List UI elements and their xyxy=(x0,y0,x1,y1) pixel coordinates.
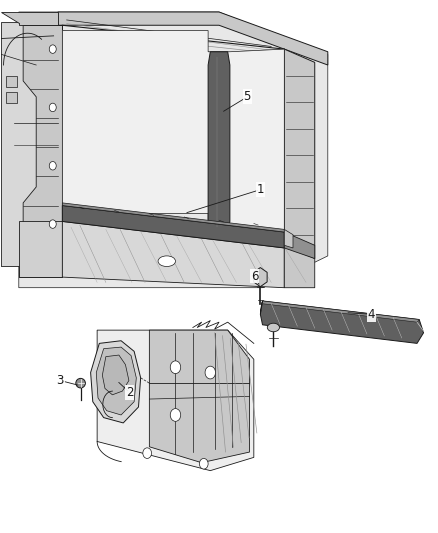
Text: 4: 4 xyxy=(367,308,375,321)
Polygon shape xyxy=(284,232,315,259)
Polygon shape xyxy=(62,221,284,288)
Polygon shape xyxy=(97,330,254,471)
Polygon shape xyxy=(58,12,328,65)
Polygon shape xyxy=(62,206,284,248)
Polygon shape xyxy=(19,25,62,277)
Polygon shape xyxy=(19,221,62,277)
Text: 1: 1 xyxy=(257,183,264,196)
Text: 6: 6 xyxy=(251,270,258,282)
Text: 3: 3 xyxy=(57,374,64,387)
Polygon shape xyxy=(149,330,250,463)
Circle shape xyxy=(49,161,56,170)
Circle shape xyxy=(49,45,56,53)
Polygon shape xyxy=(1,12,58,25)
Ellipse shape xyxy=(76,378,85,388)
Text: 2: 2 xyxy=(126,386,134,399)
Bar xyxy=(6,76,17,87)
Ellipse shape xyxy=(267,323,279,332)
Circle shape xyxy=(205,366,215,379)
Polygon shape xyxy=(62,30,284,245)
Circle shape xyxy=(170,409,181,421)
Ellipse shape xyxy=(158,256,176,266)
Polygon shape xyxy=(208,52,230,232)
Polygon shape xyxy=(254,268,267,287)
Polygon shape xyxy=(91,341,141,423)
Polygon shape xyxy=(284,49,315,259)
Polygon shape xyxy=(260,301,424,343)
Polygon shape xyxy=(261,301,419,322)
Polygon shape xyxy=(260,301,262,314)
Circle shape xyxy=(170,361,181,374)
Circle shape xyxy=(143,448,152,458)
Polygon shape xyxy=(102,355,129,395)
Polygon shape xyxy=(284,229,293,248)
Circle shape xyxy=(49,103,56,112)
Polygon shape xyxy=(1,22,36,266)
Polygon shape xyxy=(96,347,136,415)
Bar xyxy=(6,92,17,103)
Text: 5: 5 xyxy=(244,90,251,103)
Circle shape xyxy=(199,458,208,469)
Polygon shape xyxy=(284,245,315,288)
Polygon shape xyxy=(62,203,284,232)
Polygon shape xyxy=(19,12,328,288)
Circle shape xyxy=(49,220,56,228)
